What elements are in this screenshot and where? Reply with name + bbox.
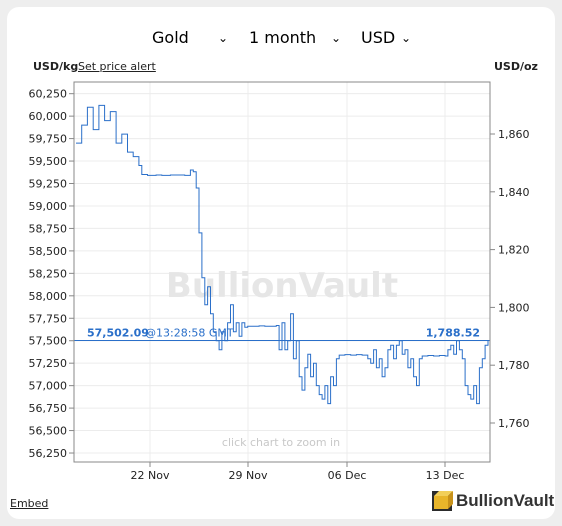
zoom-hint: click chart to zoom in bbox=[222, 436, 340, 449]
set-price-alert-link[interactable]: Set price alert bbox=[78, 60, 156, 73]
left-tick-label: 57,500 bbox=[29, 335, 68, 348]
current-time-label: @13:28:58 GMT bbox=[145, 327, 234, 340]
brand-name: BullionVault bbox=[456, 491, 555, 510]
embed-link[interactable]: Embed bbox=[10, 497, 49, 510]
chevron-down-icon: ⌄ bbox=[400, 31, 411, 45]
currency-select-value: USD bbox=[361, 28, 396, 47]
chart-card: Gold ⌄ 1 month ⌄ USD ⌄ USD/kg Set price … bbox=[7, 7, 555, 519]
left-axis-unit: USD/kg bbox=[33, 60, 79, 73]
left-tick-label: 59,000 bbox=[29, 200, 68, 213]
left-tick-label: 60,000 bbox=[29, 110, 68, 123]
left-tick-label: 57,250 bbox=[29, 357, 68, 370]
left-tick-label: 59,750 bbox=[29, 133, 68, 146]
left-tick-label: 60,250 bbox=[29, 88, 68, 101]
x-tick-label: 06 Dec bbox=[328, 469, 367, 482]
left-tick-label: 59,500 bbox=[29, 155, 68, 168]
x-tick-label: 13 Dec bbox=[426, 469, 465, 482]
price-series-line bbox=[76, 104, 489, 405]
left-tick-label: 58,250 bbox=[29, 267, 68, 280]
left-tick-label: 56,250 bbox=[29, 447, 68, 460]
metal-select[interactable]: Gold ⌄ bbox=[146, 26, 234, 50]
right-tick-label: 1,760 bbox=[498, 417, 530, 430]
current-price-oz: 1,788.52 bbox=[426, 327, 480, 340]
metal-select-value: Gold bbox=[152, 28, 189, 47]
left-tick-label: 57,000 bbox=[29, 380, 68, 393]
right-tick-label: 1,820 bbox=[498, 244, 530, 257]
left-tick-label: 58,000 bbox=[29, 290, 68, 303]
current-price-kg: 57,502.09 bbox=[87, 327, 149, 340]
chart-watermark: BullionVault bbox=[166, 266, 398, 306]
right-tick-label: 1,840 bbox=[498, 186, 530, 199]
x-tick-label: 22 Nov bbox=[131, 469, 170, 482]
chevron-down-icon: ⌄ bbox=[330, 31, 341, 45]
x-tick-label: 29 Nov bbox=[229, 469, 268, 482]
plot-area bbox=[73, 81, 491, 463]
period-select[interactable]: 1 month ⌄ bbox=[243, 26, 347, 50]
right-tick-label: 1,860 bbox=[498, 128, 530, 141]
right-axis-unit: USD/oz bbox=[494, 60, 538, 73]
left-tick-label: 58,500 bbox=[29, 245, 68, 258]
right-tick-label: 1,780 bbox=[498, 359, 530, 372]
left-tick-label: 56,750 bbox=[29, 402, 68, 415]
left-tick-label: 56,500 bbox=[29, 425, 68, 438]
right-tick-label: 1,800 bbox=[498, 301, 530, 314]
left-tick-label: 59,250 bbox=[29, 178, 68, 191]
left-tick-label: 58,750 bbox=[29, 222, 68, 235]
currency-select[interactable]: USD ⌄ bbox=[355, 26, 417, 50]
chevron-down-icon: ⌄ bbox=[217, 31, 228, 45]
left-tick-label: 57,750 bbox=[29, 312, 68, 325]
period-select-value: 1 month bbox=[249, 28, 317, 47]
bullionvault-logo-icon bbox=[432, 491, 453, 511]
